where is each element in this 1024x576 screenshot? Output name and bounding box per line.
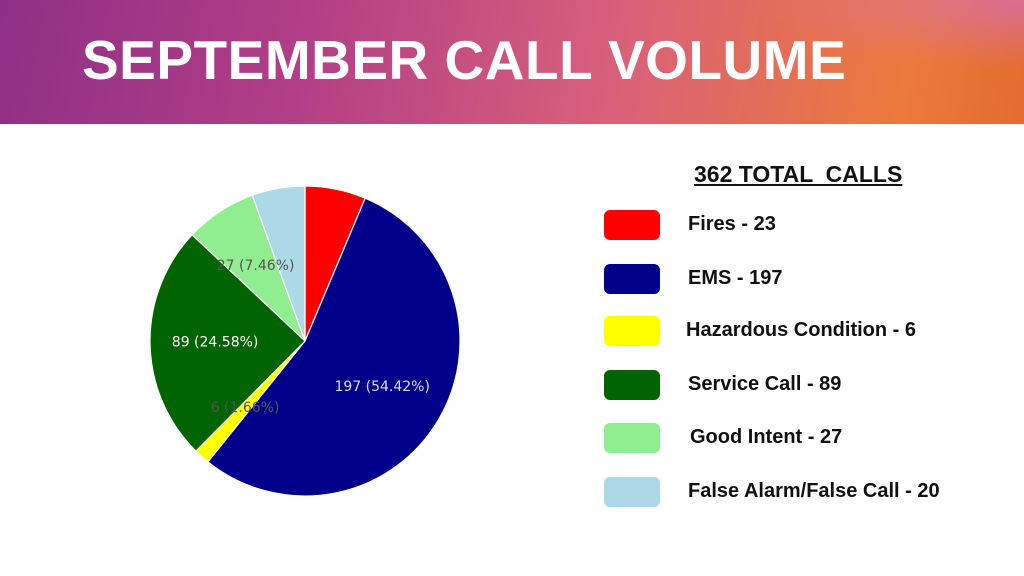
legend-label-false-alarm: False Alarm/False Call - 20 <box>688 480 940 502</box>
pie-data-label-hazardous-condition: 6 (1.66%) <box>211 400 280 416</box>
legend-swatch-hazardous-condition <box>604 316 660 346</box>
legend-swatch-ems <box>604 264 660 294</box>
legend-swatch-service-call <box>604 370 660 400</box>
pie-labels: 197 (54.42%) 6 (1.66%) 89 (24.58%) 27 (7.46… <box>172 258 430 416</box>
total-calls-heading: 362 TOTAL CALLS <box>694 161 903 187</box>
legend-label-ems: EMS - 197 <box>688 267 783 289</box>
legend-swatch-good-intent <box>604 423 660 453</box>
pie-slices <box>149 185 461 497</box>
legend-swatch-fires <box>604 210 660 240</box>
pie-data-label-good-intent: 27 (7.46%) <box>217 258 295 274</box>
title-banner <box>0 0 1024 124</box>
legend-swatch-false-alarm <box>604 477 660 507</box>
legend-label-service-call: Service Call - 89 <box>688 373 842 395</box>
pie-slice-service-call <box>149 233 306 452</box>
legend-label-fires: Fires - 23 <box>688 213 776 235</box>
page-title: SEPTEMBER CALL VOLUME <box>82 29 847 91</box>
legend-label-good-intent: Good Intent - 27 <box>690 426 843 448</box>
pie-data-label-ems: 197 (54.42%) <box>334 379 429 395</box>
pie-slice-ems <box>207 197 461 497</box>
pie-chart: 197 (54.42%) 6 (1.66%) 89 (24.58%) 27 (7.46… <box>149 185 461 497</box>
legend-label-hazardous-condition: Hazardous Condition - 6 <box>686 319 916 341</box>
pie-data-label-service-call: 89 (24.58%) <box>172 335 259 351</box>
pie-slice-false-alarm-false-call <box>251 185 306 342</box>
